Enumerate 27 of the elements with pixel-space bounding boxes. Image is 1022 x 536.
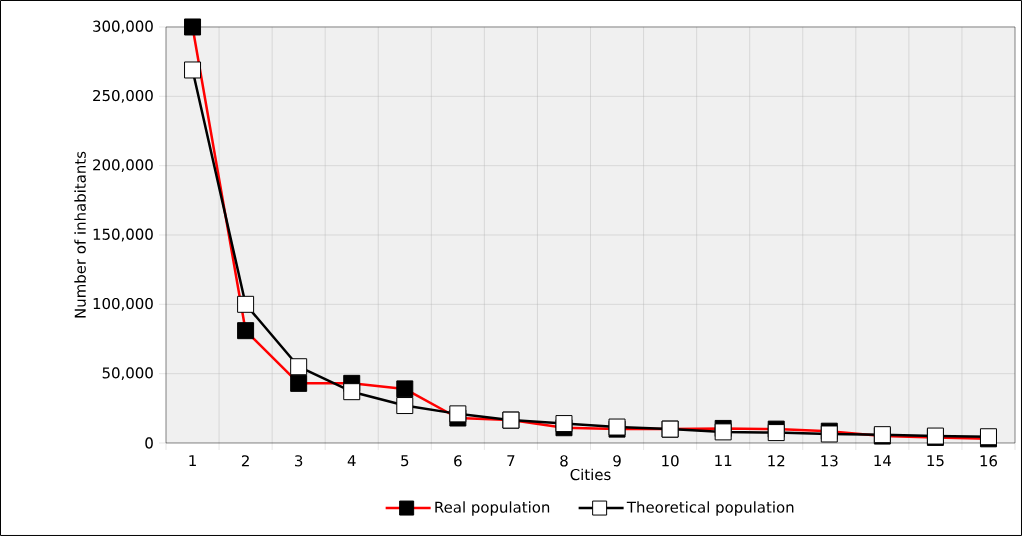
- x-tick-label: 15: [927, 455, 944, 467]
- x-tick-label: 11: [715, 455, 732, 467]
- x-tick-label: 2: [241, 455, 249, 467]
- x-tick-label: 13: [821, 455, 838, 467]
- y-tick-label: 50,000: [102, 367, 153, 381]
- legend-label: Real population: [435, 501, 550, 516]
- y-axis-title: Number of inhabitants: [74, 151, 86, 318]
- x-tick-label: 14: [874, 455, 892, 467]
- x-tick-label: 16: [980, 455, 998, 467]
- y-tick-label: 0: [145, 437, 153, 449]
- x-tick-label: 12: [768, 455, 785, 467]
- x-tick-label: 7: [507, 455, 515, 467]
- x-axis-title: Cities: [570, 468, 611, 481]
- y-tick-label: 250,000: [93, 89, 153, 103]
- x-tick-label: 6: [454, 455, 462, 467]
- y-tick-label: 300,000: [93, 20, 153, 34]
- x-tick-label: 1: [189, 455, 196, 467]
- x-tick-label: 5: [401, 455, 409, 467]
- y-tick-label: 150,000: [93, 228, 153, 242]
- x-tick-label: 10: [662, 455, 679, 467]
- legend-label: Theoretical population: [626, 501, 794, 516]
- x-tick-label: 3: [295, 455, 303, 467]
- x-tick-label: 8: [560, 455, 568, 467]
- x-tick-label: 4: [347, 455, 356, 467]
- x-tick-label: 9: [613, 455, 621, 467]
- y-tick-label: 100,000: [93, 297, 153, 311]
- y-tick-label: 200,000: [93, 159, 153, 173]
